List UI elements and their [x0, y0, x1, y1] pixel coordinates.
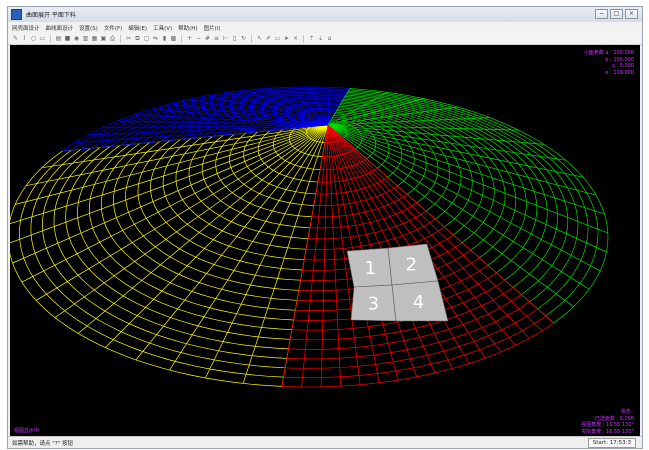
param-e: e : 100.000 — [584, 70, 634, 77]
zoom-in-icon[interactable]: + — [186, 35, 193, 42]
square-icon[interactable]: ▯ — [231, 35, 238, 42]
pointer-icon[interactable]: ✎ — [12, 35, 19, 42]
mesh-spoke — [22, 125, 328, 282]
mesh-spoke — [10, 125, 328, 224]
start-time: Start: 17:53:3 — [588, 438, 636, 448]
panel-label-2: 2 — [406, 255, 417, 276]
image-icon[interactable]: ▦ — [91, 35, 98, 42]
toolbar-separator — [50, 35, 51, 43]
view-icon[interactable]: ◉ — [73, 35, 80, 42]
mesh-spoke — [328, 125, 469, 364]
title-bar: 曲面展开 平面下料 − □ × — [8, 7, 642, 22]
menu-edit[interactable]: 编辑(E) — [128, 24, 147, 32]
grid-icon[interactable]: ▩ — [170, 35, 177, 42]
rotate-icon[interactable]: ↻ — [240, 35, 247, 42]
align-icon[interactable]: ≡ — [213, 35, 220, 42]
parameter-readout: 小面参数 a : 100.000 b : 100.000 c : 0.000 e… — [584, 50, 634, 76]
mesh-spoke — [328, 125, 583, 177]
status-bar: 如需帮助，请点 "?" 按钮 Start: 17:53:3 — [8, 436, 642, 448]
panel-label-3: 3 — [368, 293, 379, 314]
view-note: 视图显示中 — [14, 428, 39, 435]
status-line-real-angle: 实际角度 : 16.55 130° — [581, 429, 634, 436]
toolbar-separator — [181, 35, 182, 43]
down-icon[interactable]: ⇣ — [317, 35, 324, 42]
page-icon[interactable]: ▥ — [82, 35, 89, 42]
minimize-button[interactable]: − — [595, 9, 608, 19]
circle-icon[interactable]: ○ — [30, 35, 37, 42]
home-icon[interactable]: ⌂ — [326, 35, 333, 42]
cut-icon[interactable]: ✂ — [125, 35, 132, 42]
dome-mesh-view: 1 2 3 4 — [10, 45, 640, 438]
mesh-spoke — [170, 125, 329, 370]
menu-image[interactable]: 图片(I) — [204, 24, 221, 32]
close-button[interactable]: × — [625, 9, 638, 19]
disk-icon[interactable]: ▣ — [100, 35, 107, 42]
menu-file[interactable]: 文件(F) — [104, 24, 122, 32]
pen-icon[interactable]: ⌇ — [21, 35, 28, 42]
copy-icon[interactable]: ⧉ — [134, 35, 141, 42]
mirror-icon[interactable]: ⇋ — [152, 35, 159, 42]
hash-icon[interactable]: # — [204, 35, 211, 42]
toolbar-separator — [303, 35, 304, 43]
menu-shell-design[interactable]: 网壳面设计 — [12, 24, 40, 32]
window-title: 曲面展开 平面下料 — [26, 10, 76, 19]
menu-bar: 网壳面设计 曲线面设计 设置(S) 文件(F) 编辑(E) 工具(V) 帮助(H… — [8, 22, 642, 33]
up-icon[interactable]: ⇡ — [308, 35, 315, 42]
bar-icon[interactable]: ▮ — [161, 35, 168, 42]
mesh-spoke — [55, 125, 328, 318]
app-window: 曲面展开 平面下料 − □ × 网壳面设计 曲线面设计 设置(S) 文件(F) … — [7, 6, 643, 449]
mesh-spoke — [36, 125, 328, 300]
fill-icon[interactable]: ■ — [64, 35, 71, 42]
select-icon[interactable]: ↖ — [256, 35, 263, 42]
dome-mesh — [10, 87, 608, 387]
zoom-out-icon[interactable]: − — [195, 35, 202, 42]
unfold-panels[interactable]: 1 2 3 4 — [347, 244, 448, 321]
toolbar-separator — [251, 35, 252, 43]
close-icon[interactable]: × — [292, 35, 299, 42]
viewport-canvas[interactable]: 1 2 3 4 小面参数 a : 100.000 b : 100.000 c : 0.… — [10, 45, 640, 438]
mesh-spoke — [328, 125, 600, 271]
panel-label-4: 4 — [413, 292, 424, 313]
toolbar: ✎ ⌇ ○ ▭ ▤ ■ ◉ ▥ ▦ ▣ ⎙ ✂ ⧉ ▢ ⇋ ▮ ▩ + − # ≡ ⊢ ▯ ↻ ↖ ✐ ▭ ➤ × ⇡ ⇣ ⌂ — [8, 33, 642, 45]
toolbar-separator — [120, 35, 121, 43]
param-a: 小面参数 a : 100.000 — [584, 50, 634, 57]
status-line-view-angle: 视图角度 : 16.55 130° — [581, 422, 634, 429]
mesh-spoke — [62, 125, 328, 151]
menu-curve-design[interactable]: 曲线面设计 — [46, 24, 74, 32]
menu-help[interactable]: 帮助(H) — [178, 24, 197, 32]
paste-icon[interactable]: ▢ — [143, 35, 150, 42]
save-icon[interactable]: ▭ — [39, 35, 46, 42]
maximize-button[interactable]: □ — [610, 9, 623, 19]
app-icon — [11, 9, 22, 20]
arrow-icon[interactable]: ➤ — [283, 35, 290, 42]
trash-icon[interactable]: ▭ — [274, 35, 281, 42]
menu-tools[interactable]: 工具(V) — [153, 24, 172, 32]
layer-icon[interactable]: ▤ — [55, 35, 62, 42]
panel-label-1: 1 — [365, 258, 376, 279]
mesh-spoke — [10, 125, 328, 244]
brush-icon[interactable]: ✐ — [265, 35, 272, 42]
mesh-spoke — [328, 125, 566, 160]
print-icon[interactable]: ⎙ — [109, 35, 116, 42]
ruler-icon[interactable]: ⊢ — [222, 35, 229, 42]
mesh-spoke — [328, 125, 608, 233]
mesh-spoke — [26, 125, 328, 186]
mesh-ring — [72, 88, 349, 150]
menu-settings[interactable]: 设置(S) — [79, 24, 98, 32]
quadrant-yellow-mesh — [10, 125, 328, 386]
mesh-spoke — [321, 125, 328, 387]
help-hint: 如需帮助，请点 "?" 按钮 — [12, 439, 73, 447]
view-status-readout: 状态 : 已选面数 : 0.000 视图角度 : 16.55 130° 实际角度… — [581, 409, 634, 435]
window-controls: − □ × — [595, 9, 638, 19]
